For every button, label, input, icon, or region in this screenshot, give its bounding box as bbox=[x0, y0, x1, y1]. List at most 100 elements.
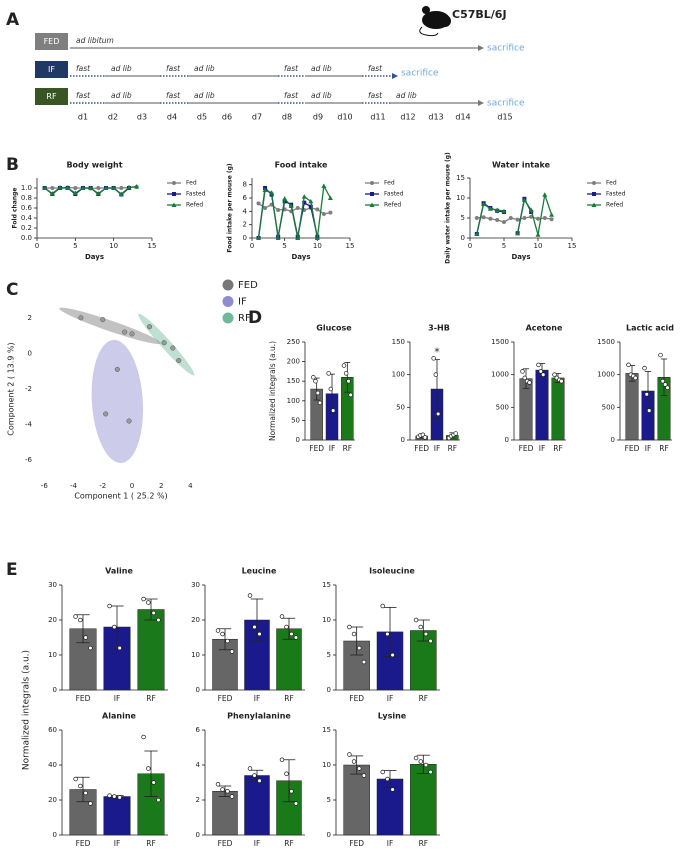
x-tick-label: IF bbox=[539, 444, 546, 453]
data-point bbox=[279, 614, 285, 619]
data-point bbox=[83, 790, 88, 796]
bar bbox=[410, 764, 437, 836]
x-tick-label: RF bbox=[659, 444, 669, 453]
y-tick-label: 15 bbox=[456, 174, 465, 182]
marker bbox=[308, 204, 313, 209]
y-tick-label: 0 bbox=[327, 686, 331, 694]
y-tick-label: 5 bbox=[327, 796, 331, 804]
y-tick-label: 15 bbox=[322, 726, 331, 734]
data-point bbox=[642, 365, 647, 371]
y-tick-label: 150 bbox=[287, 377, 300, 385]
y-tick-label: 500 bbox=[496, 403, 509, 411]
y-tick-label: 0 bbox=[243, 234, 247, 242]
y-tick-label: -6 bbox=[25, 456, 33, 464]
data-point bbox=[156, 617, 161, 623]
bar bbox=[535, 369, 549, 441]
chart-title: Food intake bbox=[275, 161, 328, 170]
marker bbox=[481, 201, 487, 206]
day-label: d13 bbox=[428, 113, 443, 122]
x-tick-label: IF bbox=[387, 839, 394, 848]
marker bbox=[508, 216, 513, 220]
data-point bbox=[422, 435, 428, 440]
y-tick-label: -4 bbox=[25, 421, 33, 429]
legend-marker bbox=[222, 312, 234, 324]
marker bbox=[276, 208, 281, 212]
point bbox=[103, 411, 109, 417]
chart-title: Phenylalanine bbox=[227, 712, 291, 721]
legend-marker bbox=[369, 202, 375, 207]
x-tick-label: RF bbox=[448, 444, 458, 453]
x-tick-label: FED bbox=[519, 444, 534, 453]
x-tick-label: 5 bbox=[502, 242, 506, 250]
x-tick-label: 4 bbox=[188, 482, 193, 490]
x-tick-label: RF bbox=[284, 839, 294, 848]
day-label: d11 bbox=[370, 113, 385, 122]
data-point bbox=[311, 375, 316, 380]
data-point bbox=[141, 734, 146, 740]
error-bar bbox=[383, 770, 397, 788]
legend-marker bbox=[172, 181, 176, 185]
x-tick-label: 5 bbox=[73, 242, 77, 250]
x-tick-label: IF bbox=[254, 839, 261, 848]
y-tick-label: 0.4 bbox=[21, 214, 33, 222]
y-tick-label: 0 bbox=[196, 831, 200, 839]
arrow-head bbox=[478, 100, 484, 106]
data-point bbox=[435, 411, 441, 417]
y-tick-label: 20 bbox=[48, 796, 57, 804]
data-point bbox=[112, 794, 117, 799]
y-tick-label: 0 bbox=[327, 831, 331, 839]
y-tick-label: 0 bbox=[505, 436, 509, 444]
segment-label: fast bbox=[284, 64, 299, 73]
marker bbox=[474, 231, 480, 236]
legend-label: Fasted bbox=[606, 191, 626, 198]
y-tick-label: 0 bbox=[53, 686, 57, 694]
marker bbox=[542, 216, 547, 220]
data-point bbox=[215, 781, 221, 787]
x-tick-label: IF bbox=[387, 694, 394, 703]
segment-label: fast bbox=[166, 64, 181, 73]
data-point bbox=[423, 762, 429, 768]
y-tick-label: 0 bbox=[296, 436, 300, 444]
y-tick-label: 5 bbox=[461, 214, 465, 222]
data-point bbox=[522, 375, 528, 381]
data-point bbox=[313, 378, 318, 384]
data-point bbox=[351, 631, 357, 637]
point bbox=[122, 329, 128, 335]
data-point bbox=[380, 769, 385, 775]
x-tick-label: FED bbox=[414, 444, 429, 453]
day-label: d3 bbox=[137, 113, 147, 122]
data-point bbox=[78, 783, 83, 789]
marker bbox=[72, 190, 78, 195]
arrow-head bbox=[392, 73, 398, 79]
point bbox=[170, 345, 176, 351]
marker bbox=[65, 185, 71, 190]
error-bar bbox=[416, 754, 430, 774]
y-tick-label: 40 bbox=[48, 761, 57, 769]
x-tick-label: IF bbox=[254, 694, 261, 703]
data-point bbox=[229, 649, 235, 654]
data-point bbox=[428, 638, 433, 644]
day-label: d5 bbox=[197, 113, 207, 122]
x-axis-label: Component 1 ( 25.2 %) bbox=[74, 492, 167, 501]
bar bbox=[137, 609, 165, 691]
data-point bbox=[112, 624, 117, 630]
point bbox=[114, 366, 120, 372]
data-point bbox=[343, 371, 349, 376]
arrow-head bbox=[478, 45, 484, 51]
data-point bbox=[559, 378, 564, 384]
group-box bbox=[35, 61, 68, 78]
y-tick-label: 50 bbox=[291, 416, 300, 424]
mouse-icon bbox=[419, 6, 451, 37]
y-axis-label: Daily water intake per mouse (g) bbox=[445, 152, 452, 264]
y-tick-label: 10 bbox=[191, 651, 200, 659]
segment-label: fast bbox=[368, 64, 383, 73]
x-tick-label: 15 bbox=[568, 242, 577, 250]
day-label: d10 bbox=[337, 113, 352, 122]
bar bbox=[103, 796, 131, 836]
y-tick-label: 500 bbox=[602, 403, 615, 411]
data-point bbox=[252, 624, 257, 630]
error-bar bbox=[144, 750, 158, 797]
data-point bbox=[660, 378, 666, 384]
segment-label: fast bbox=[76, 91, 91, 100]
marker bbox=[256, 235, 262, 240]
